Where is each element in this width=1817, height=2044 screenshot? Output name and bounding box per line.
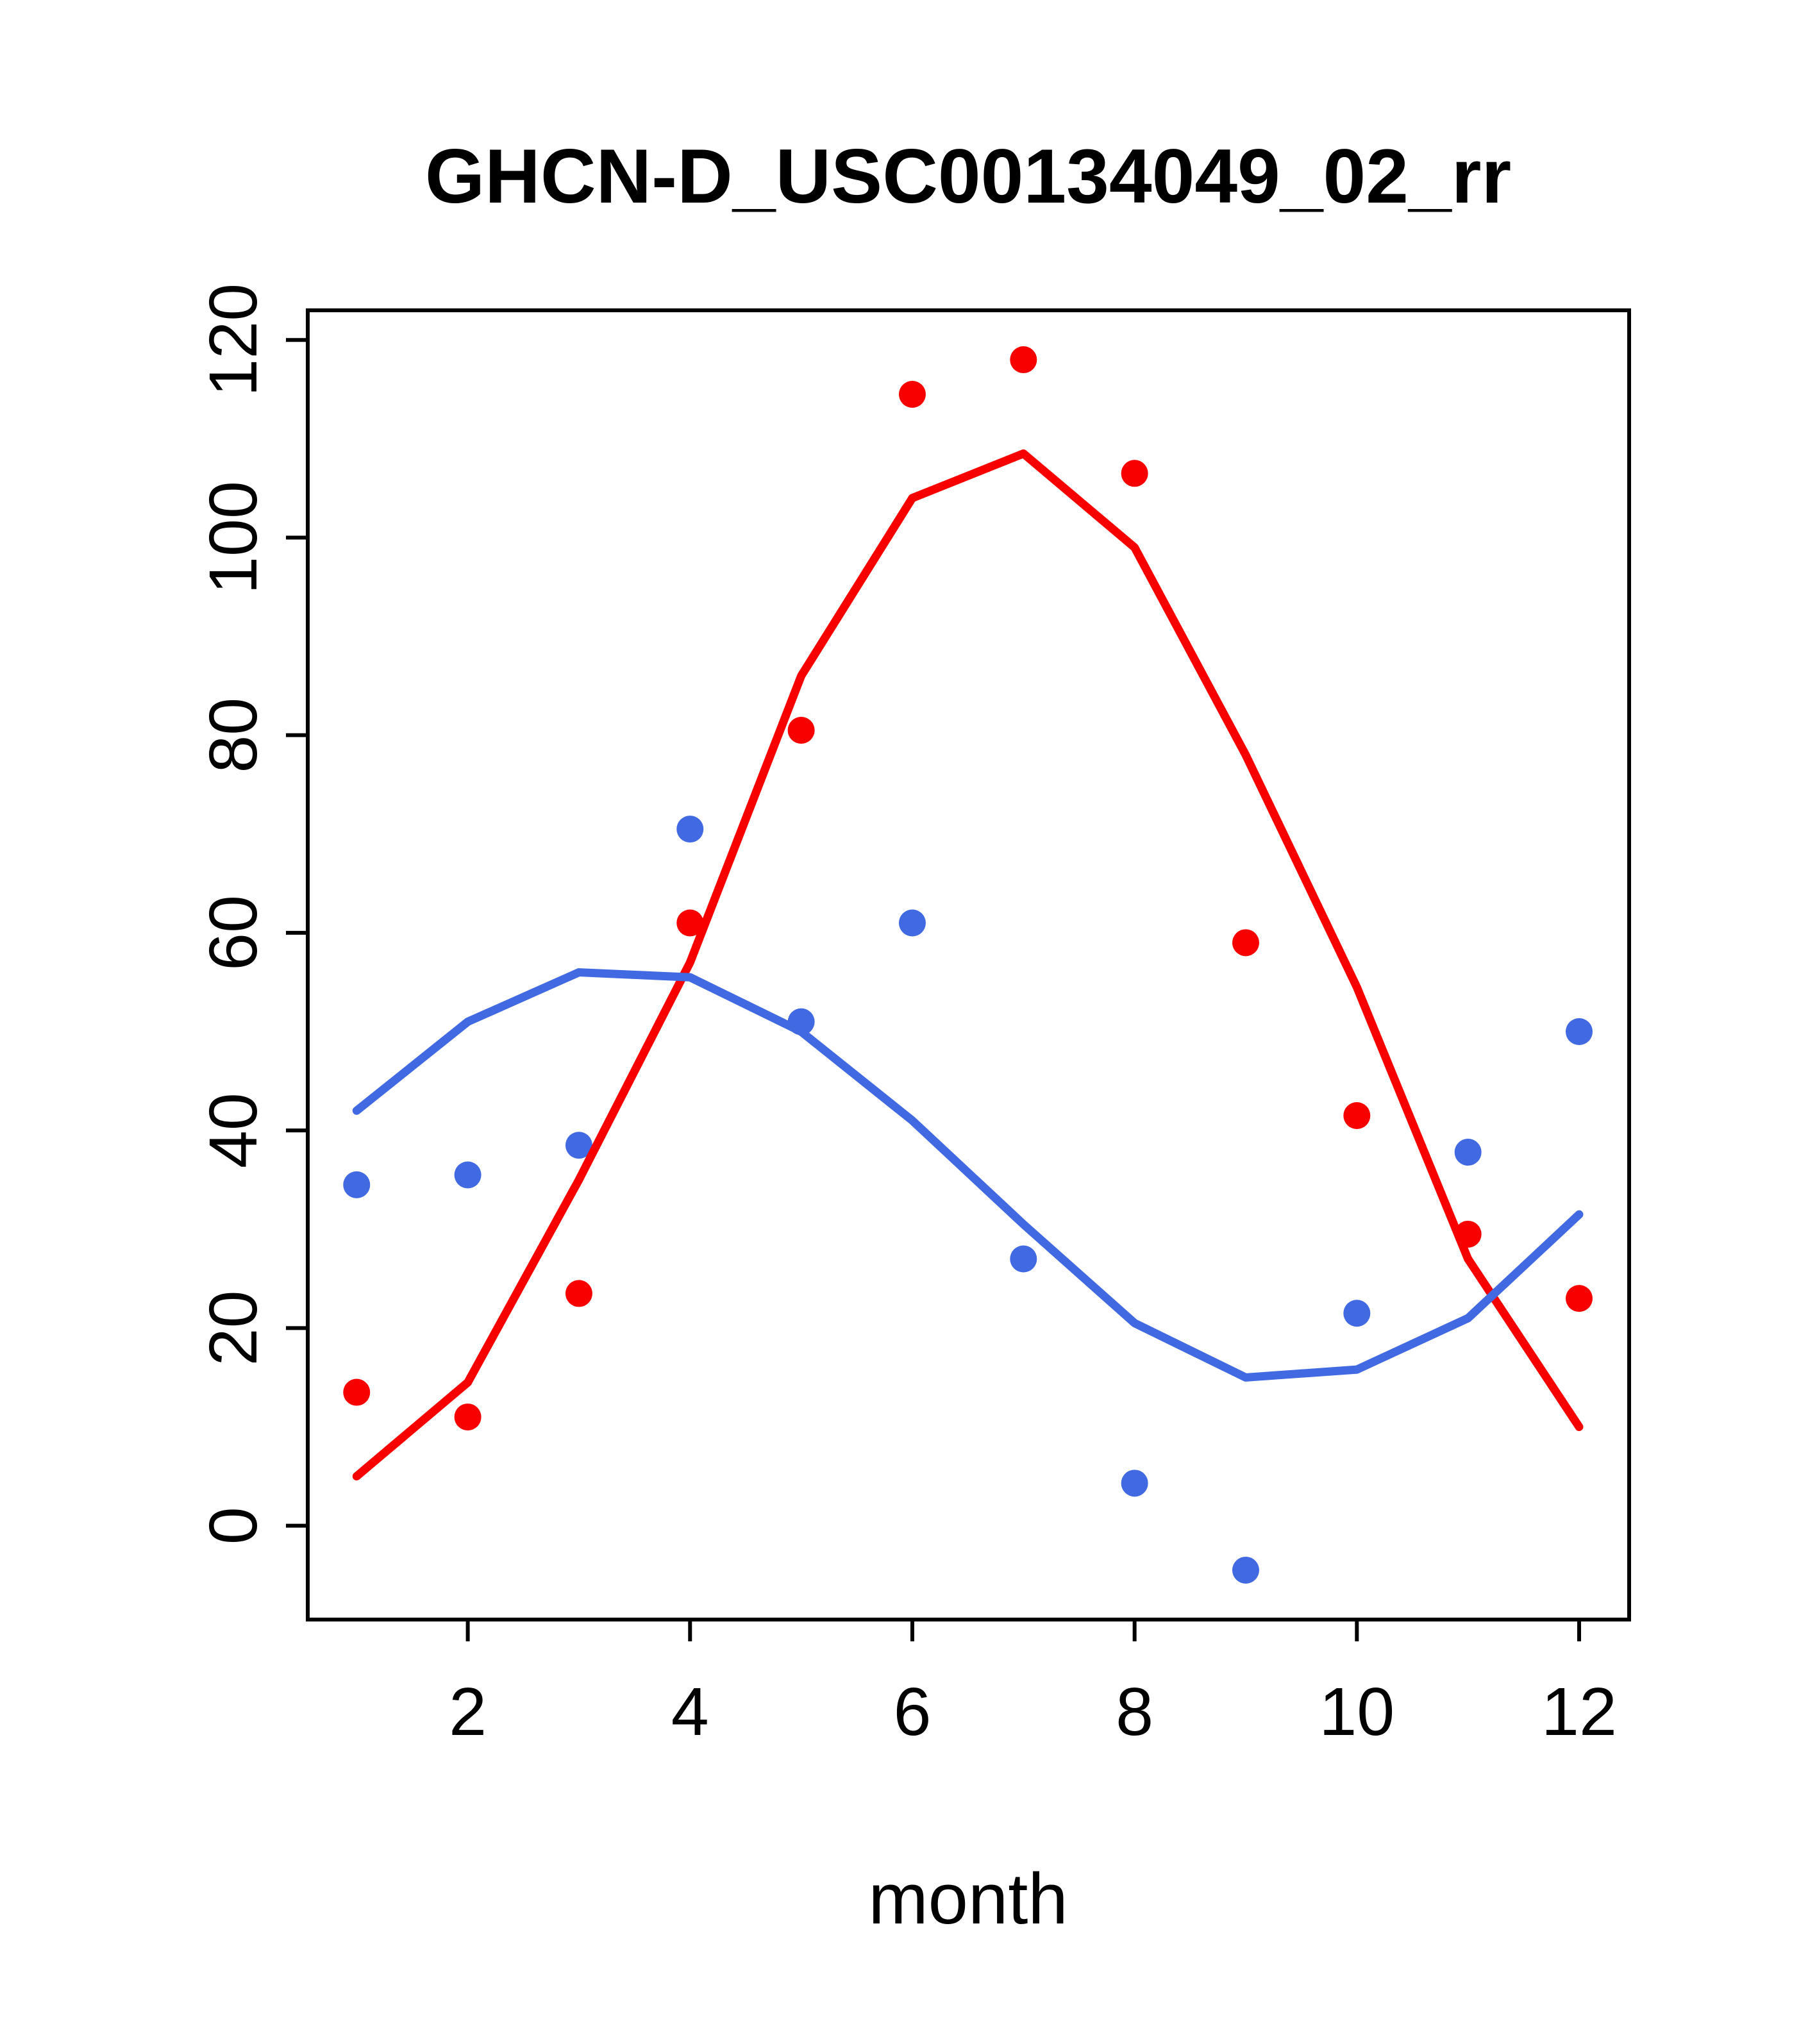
x-tick-label: 8	[1116, 1674, 1153, 1750]
blue-series-point	[565, 1132, 592, 1159]
red-series-smooth-line	[352, 449, 1584, 1481]
x-tick-label: 10	[1319, 1674, 1394, 1750]
red-series-point	[787, 716, 815, 744]
red-series-point	[1343, 1102, 1371, 1130]
y-tick-label: 120	[196, 283, 271, 397]
red-series-point	[343, 1378, 371, 1406]
red-series-point	[565, 1280, 592, 1307]
blue-series-point	[1232, 1556, 1259, 1584]
blue-series-smooth-line	[352, 968, 1584, 1382]
red-series-point	[454, 1403, 481, 1431]
plot-box	[306, 308, 1631, 1621]
blue-series-point	[454, 1161, 481, 1189]
blue-series-point	[343, 1171, 371, 1198]
y-tick-label: 100	[196, 481, 271, 594]
y-tick-label: 40	[196, 1093, 271, 1168]
blue-series-point	[1565, 1018, 1593, 1046]
blue-series-point	[1121, 1470, 1148, 1497]
blue-series-point	[898, 909, 926, 937]
blue-series-point	[1454, 1139, 1482, 1166]
blue-series-point	[676, 816, 704, 843]
x-tick-label: 4	[671, 1674, 709, 1750]
x-tick-label: 12	[1541, 1674, 1617, 1750]
y-tick-label: 20	[196, 1290, 271, 1366]
red-series-point	[1565, 1285, 1593, 1312]
blue-series-point	[1010, 1245, 1037, 1273]
y-tick-label: 80	[196, 698, 271, 773]
x-tick-label: 6	[893, 1674, 931, 1750]
red-series-point	[1232, 929, 1259, 957]
blue-series-point	[1343, 1300, 1371, 1327]
y-tick-label: 0	[196, 1507, 271, 1545]
chart-title: GHCN-D_USC00134049_02_rr	[425, 133, 1511, 219]
red-series-point	[1010, 346, 1037, 374]
x-axis-label: month	[868, 1859, 1068, 1939]
red-series-point	[898, 380, 926, 408]
red-series-point	[1121, 460, 1148, 487]
red-series-point	[676, 909, 704, 937]
x-tick-label: 2	[449, 1674, 487, 1750]
y-tick-label: 60	[196, 895, 271, 971]
